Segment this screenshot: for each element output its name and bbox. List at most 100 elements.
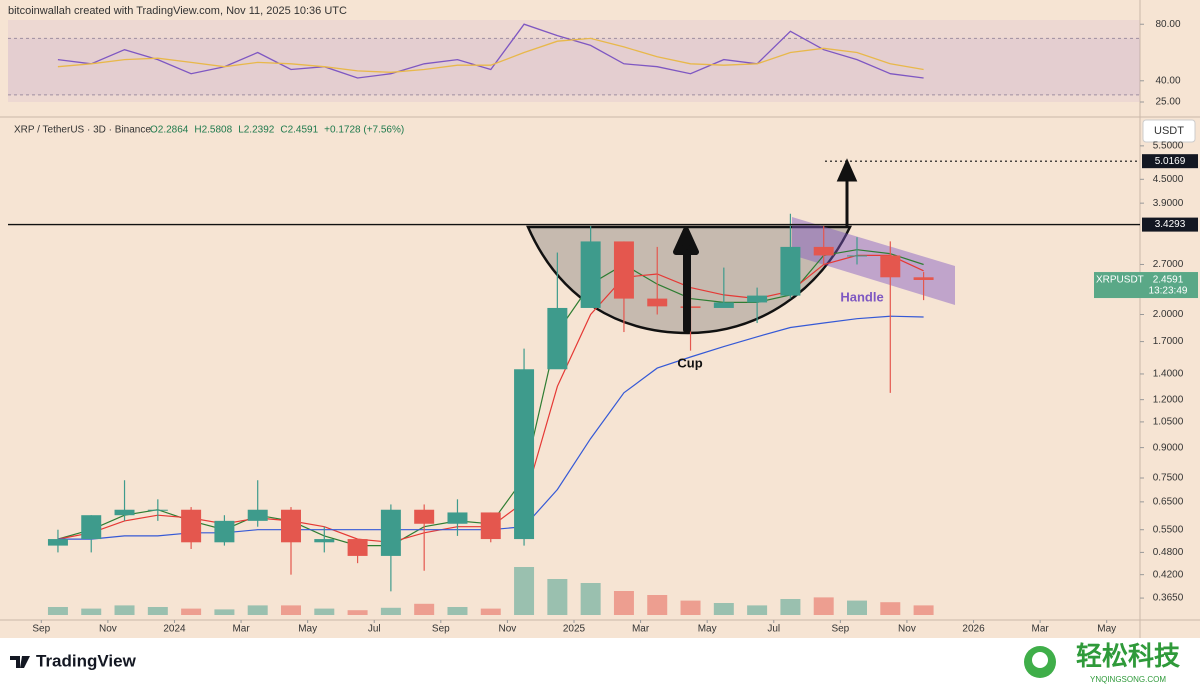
y-tick-label: 1.0500 xyxy=(1153,417,1184,428)
candle-body xyxy=(880,255,901,278)
y-tick-label: 1.2000 xyxy=(1153,394,1184,405)
volume-bar xyxy=(680,600,701,615)
y-tick-label: 2.7000 xyxy=(1153,259,1184,270)
volume-bar xyxy=(780,599,801,615)
candle-body xyxy=(713,302,734,308)
last-price-countdown: 13:23:49 xyxy=(1149,286,1188,297)
candle-body xyxy=(447,512,468,524)
price-level-box xyxy=(1142,154,1198,169)
candle-body xyxy=(181,509,202,543)
currency-box[interactable] xyxy=(1142,119,1196,143)
candle-body xyxy=(580,241,601,308)
volume-bar xyxy=(414,603,435,615)
candle-body xyxy=(81,515,102,540)
volume-bar xyxy=(647,595,668,615)
rsi-line xyxy=(57,23,924,79)
candle-body xyxy=(347,539,368,556)
volume-bar xyxy=(480,608,501,615)
y-tick-label: 0.5500 xyxy=(1153,524,1184,535)
y-tick-label: 0.3650 xyxy=(1153,593,1184,604)
candle-body xyxy=(281,509,301,543)
x-tick-label: 2026 xyxy=(962,624,985,635)
x-tick-label: 2024 xyxy=(163,624,186,635)
last-price-box xyxy=(1094,272,1198,299)
quote-value: C2.4591 xyxy=(280,125,318,136)
x-tick-label: May xyxy=(698,624,717,635)
x-tick-label: Sep xyxy=(432,624,450,635)
x-tick-label: Nov xyxy=(499,624,517,635)
candle-body xyxy=(247,509,268,521)
x-tick-label: Jul xyxy=(368,624,381,635)
watermark: 轻松科技 xyxy=(1076,641,1180,671)
volume-bar xyxy=(713,603,734,615)
y-tick-label: 3.9000 xyxy=(1153,198,1184,209)
volume-bar xyxy=(514,567,535,615)
quote-value: L2.2392 xyxy=(238,125,275,136)
price-level-box xyxy=(1142,217,1198,232)
candle-body xyxy=(314,539,335,543)
candle-body xyxy=(747,295,768,303)
volume-bar xyxy=(347,610,368,615)
candle-body xyxy=(514,369,535,540)
handle-channel xyxy=(792,217,955,305)
candle-body xyxy=(380,509,401,556)
quote-value: O2.2864 xyxy=(150,125,189,136)
x-tick-label: Jul xyxy=(767,624,780,635)
x-tick-label: May xyxy=(298,624,317,635)
price-level-label: 3.4293 xyxy=(1155,219,1186,230)
y-tick-label: 1.7000 xyxy=(1153,336,1184,347)
volume-bar xyxy=(747,605,768,615)
annotation: Cup xyxy=(677,355,702,370)
volume-bar xyxy=(613,591,634,615)
rsi-band xyxy=(8,38,1140,95)
y-tick-label: 2.0000 xyxy=(1153,309,1184,320)
y-tick-label: 0.6500 xyxy=(1153,497,1184,508)
candle-body xyxy=(913,277,934,280)
y-tick-label: 5.5000 xyxy=(1153,140,1184,151)
y-tick-label: 0.4200 xyxy=(1153,569,1184,580)
volume-bar xyxy=(913,605,934,615)
candle-body xyxy=(414,509,435,524)
volume-bar xyxy=(813,597,834,615)
rsi-tick-label: 80.00 xyxy=(1155,19,1180,30)
quote-value: +0.1728 (+7.56%) xyxy=(324,125,404,136)
x-tick-label: Nov xyxy=(898,624,916,635)
volume-bar xyxy=(547,579,568,615)
volume-bar xyxy=(147,607,168,615)
candle-body xyxy=(813,246,834,256)
attribution: bitcoinwallah created with TradingView.c… xyxy=(8,5,347,17)
volume-bar xyxy=(181,608,202,615)
x-tick-label: May xyxy=(1097,624,1116,635)
rsi-line xyxy=(57,37,924,73)
x-tick-label: Nov xyxy=(99,624,117,635)
x-tick-label: Mar xyxy=(632,624,650,635)
candle-body xyxy=(547,307,568,370)
volume-bar xyxy=(580,583,601,615)
annotation: Handle xyxy=(840,289,883,304)
x-tick-label: Mar xyxy=(1032,624,1050,635)
y-tick-label: 0.4800 xyxy=(1153,547,1184,558)
x-tick-label: 2025 xyxy=(563,624,586,635)
volume-bar xyxy=(47,607,68,615)
y-tick-label: 0.9000 xyxy=(1153,442,1184,453)
last-price-symbol: XRPUSDT xyxy=(1096,275,1144,286)
watermark-url: YNQINGSONG.COM xyxy=(1090,675,1166,684)
candle-body xyxy=(114,509,135,516)
volume-bar xyxy=(447,607,468,615)
symbol-title: XRP / TetherUS · 3D · Binance xyxy=(14,125,151,136)
breakout-arrow xyxy=(836,158,858,226)
candle-body xyxy=(613,241,634,299)
currency: USDT xyxy=(1154,125,1184,137)
candle-body xyxy=(847,255,867,257)
y-tick-label: 0.7500 xyxy=(1153,473,1184,484)
candle-body xyxy=(47,539,68,546)
volume-bar xyxy=(847,600,867,615)
volume-bar xyxy=(281,605,301,615)
candle-body xyxy=(214,520,235,543)
rsi-tick-label: 40.00 xyxy=(1155,75,1180,86)
quote-value: H2.5808 xyxy=(194,125,232,136)
watermark-icon-eye xyxy=(1032,652,1048,668)
candle-body xyxy=(480,512,501,540)
